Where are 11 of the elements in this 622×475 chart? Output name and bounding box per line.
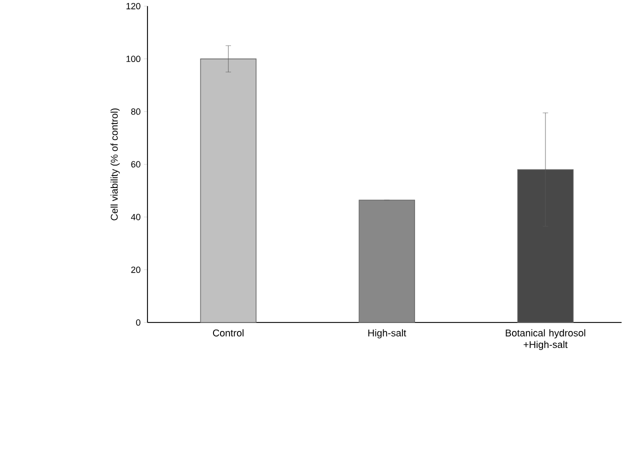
y-tick-label: 120 bbox=[126, 2, 140, 10]
y-tick-label: 60 bbox=[131, 160, 140, 168]
x-tick-label: Botanical hydrosol +High-salt bbox=[506, 329, 586, 350]
y-tick-label: 80 bbox=[131, 108, 140, 115]
x-tick-label: High-salt bbox=[368, 329, 406, 338]
y-tick-label: 0 bbox=[136, 319, 140, 326]
y-axis-title: Cell viability (% of control) bbox=[110, 108, 120, 220]
x-tick-label: Control bbox=[213, 329, 244, 336]
y-tick-label: 100 bbox=[126, 56, 140, 62]
y-tick-label: 40 bbox=[131, 214, 140, 220]
y-tick-label: 20 bbox=[131, 266, 140, 273]
